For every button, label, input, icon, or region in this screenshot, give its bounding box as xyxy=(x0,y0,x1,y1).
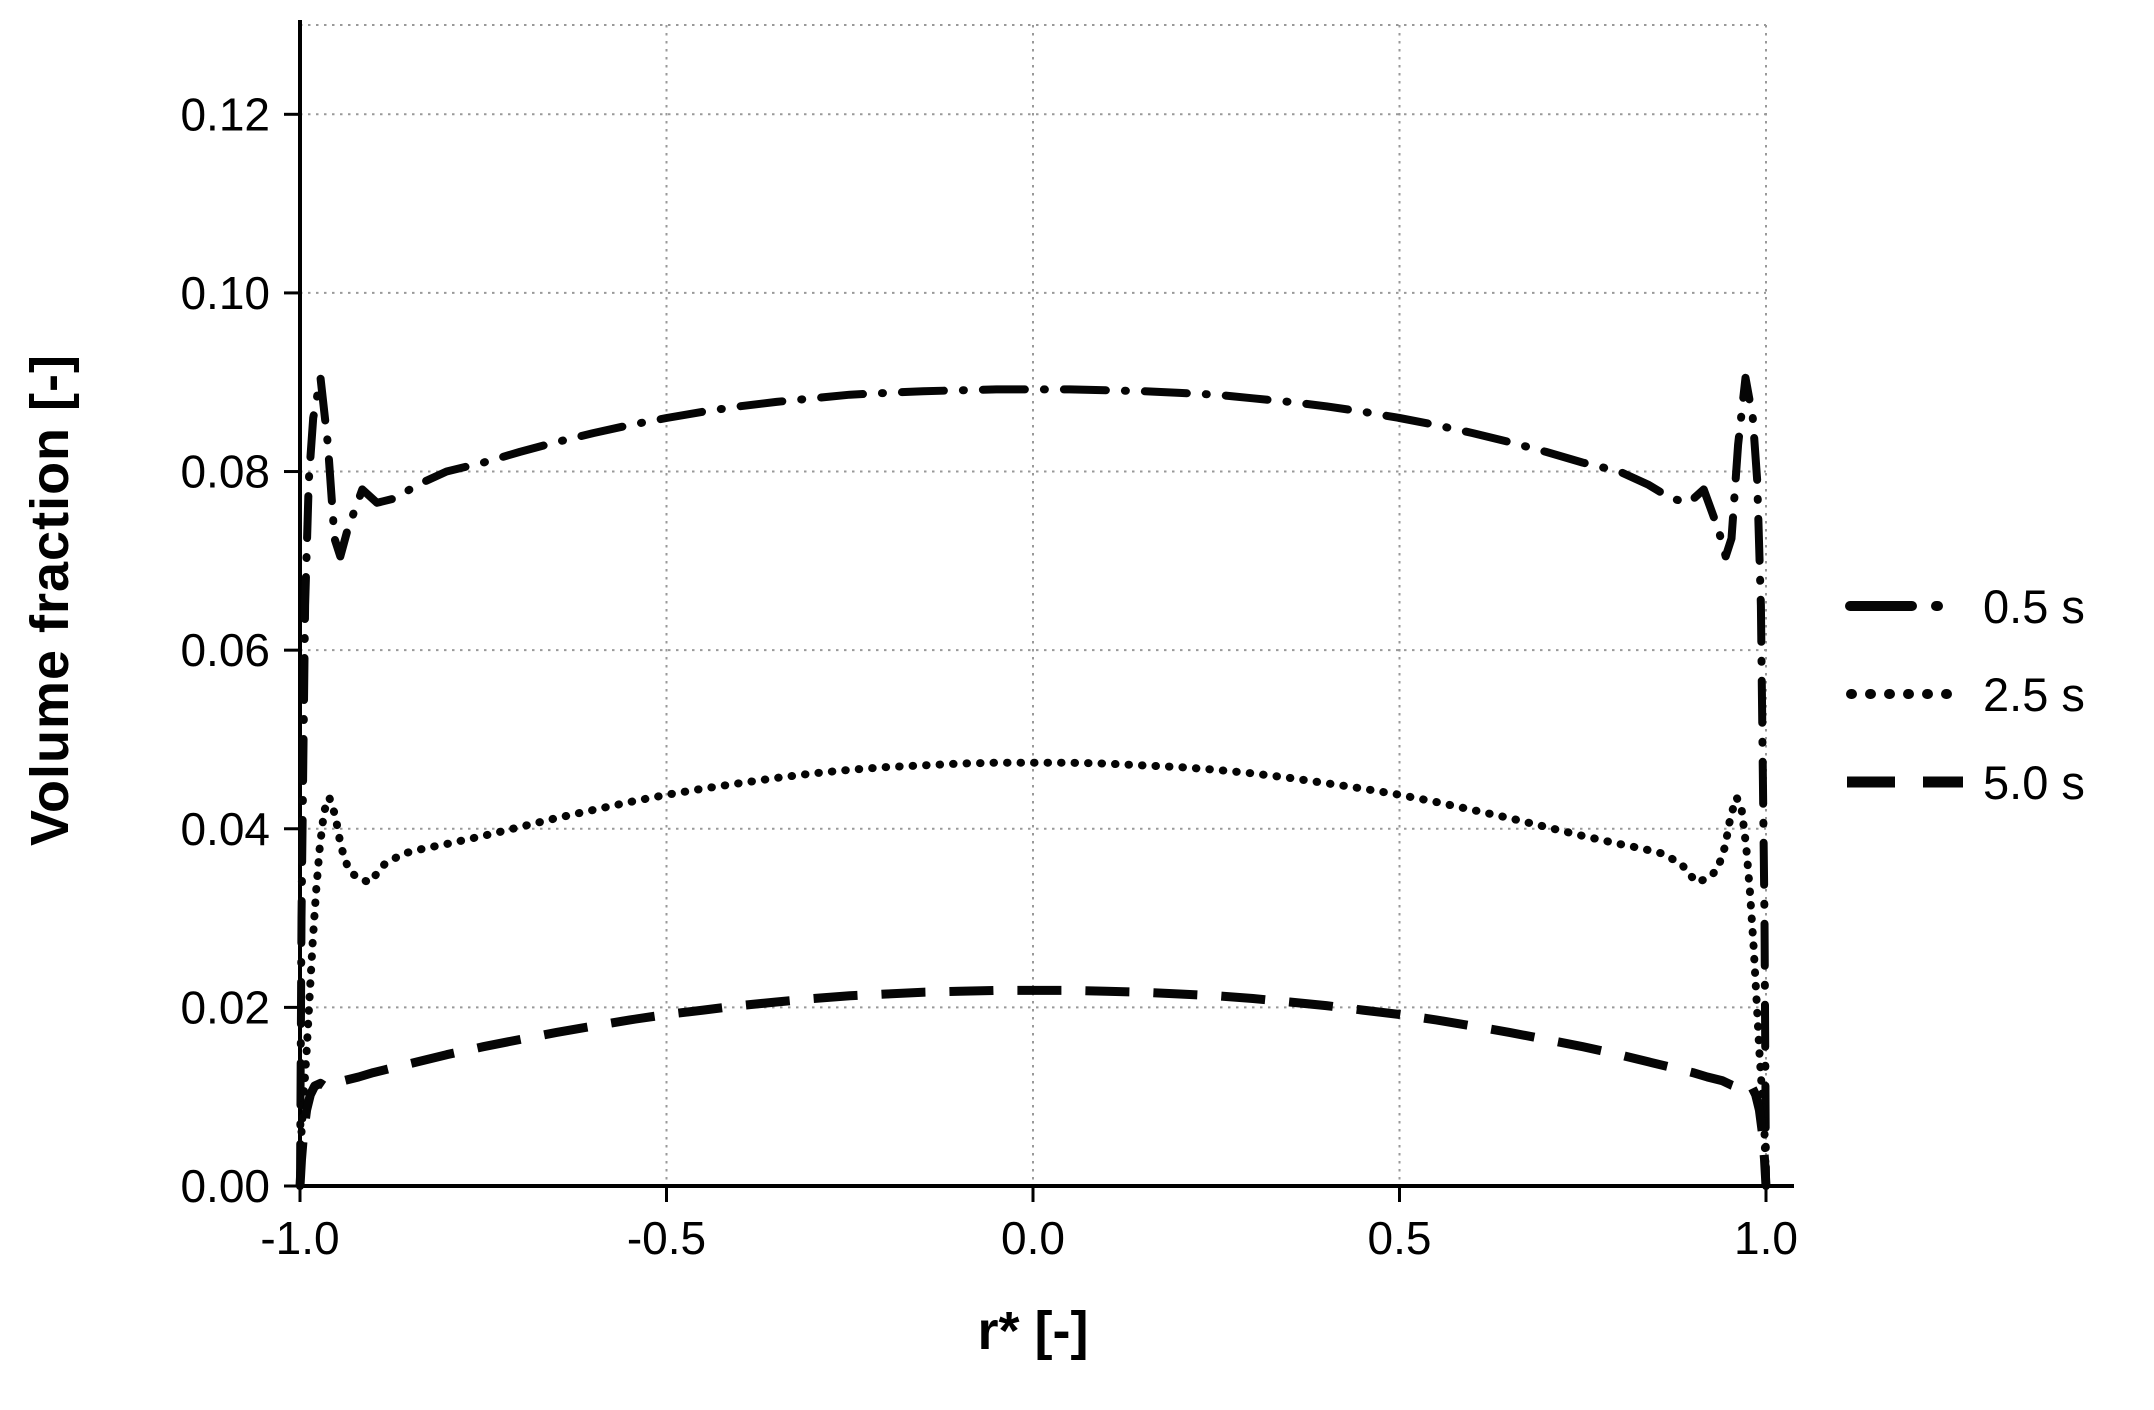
y-tick-label: 0.00 xyxy=(180,1160,270,1212)
y-tick-label: 0.02 xyxy=(180,981,270,1033)
y-tick-label: 0.06 xyxy=(180,624,270,676)
y-tick-label: 0.10 xyxy=(180,267,270,319)
legend-line-dashed-icon xyxy=(1847,776,1963,788)
legend-line-dotted-icon xyxy=(1846,689,1965,699)
legend: 0.5 s 2.5 s 5.0 s xyxy=(1845,578,2085,842)
y-tick-label: 0.08 xyxy=(180,446,270,498)
y-tick-label: 0.04 xyxy=(180,803,270,855)
y-axis-title: Volume fraction [-] xyxy=(20,353,80,847)
legend-label: 5.0 s xyxy=(1983,755,2085,809)
y-tick-label: 0.12 xyxy=(180,88,270,140)
legend-item-0.5s: 0.5 s xyxy=(1845,578,2085,634)
legend-item-2.5s: 2.5 s xyxy=(1845,666,2085,722)
legend-label: 2.5 s xyxy=(1983,667,2085,721)
x-tick-label: 1.0 xyxy=(1734,1212,1798,1264)
series-curve-2.5s xyxy=(296,758,1770,1190)
x-tick-label: 0.0 xyxy=(1001,1212,1065,1264)
legend-line-dash-dot-icon xyxy=(1845,601,1965,611)
x-axis-title: r* [-] xyxy=(977,1301,1089,1361)
series-curve-5.0s xyxy=(295,985,1771,1187)
legend-item-5.0s: 5.0 s xyxy=(1845,754,2085,810)
x-tick-label: -0.5 xyxy=(627,1212,706,1264)
x-tick-label: 0.5 xyxy=(1368,1212,1432,1264)
legend-label: 0.5 s xyxy=(1983,579,2085,633)
series-curve-0.5s xyxy=(296,373,1770,1190)
x-tick-label: -1.0 xyxy=(260,1212,339,1264)
